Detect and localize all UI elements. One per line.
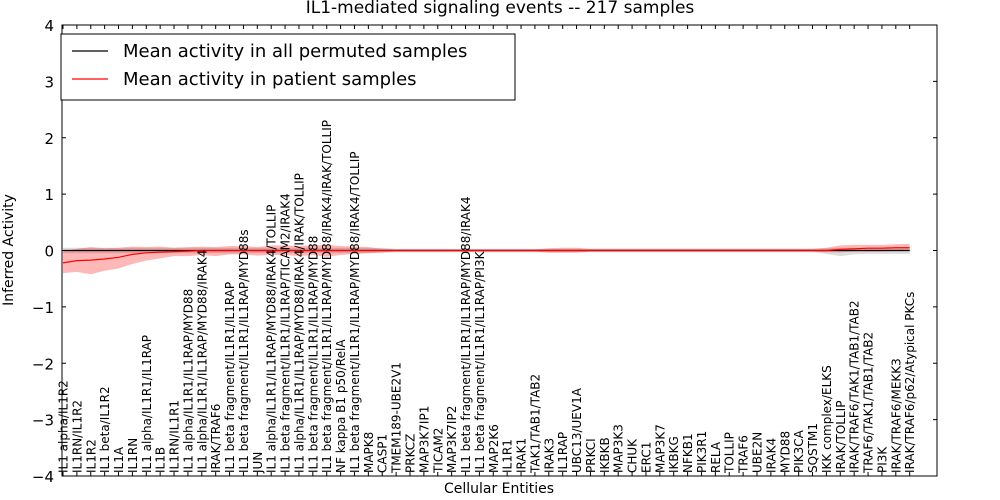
x-tick-label: TAK1/TAB1/TAB2 [528, 374, 542, 474]
x-tick-label: MAP3K7 [653, 424, 667, 473]
x-tick-label: TMEM189-UBE2V1 [390, 362, 404, 474]
x-tick-label: IKBKG [667, 436, 681, 473]
x-tick-label: IL1 beta/IL1R2 [98, 386, 112, 473]
x-tick-label: RELA [709, 441, 723, 473]
x-tick-label: TOLLIP [723, 432, 737, 474]
permuted-band [63, 247, 910, 257]
x-tick-label: IKBKB [598, 437, 612, 473]
x-tick-label: IL1 alpha/IL1R1/IL1RAP [140, 335, 154, 473]
patient-band [63, 243, 910, 275]
x-tick-label: TRAF6/TAK1/TAB1/TAB2 [862, 332, 876, 474]
x-tick-label: IL1 beta fragment/IL1R1/IL1RAP/MYD88/IRA… [459, 196, 473, 473]
x-tick-label: IL1 beta fragment/IL1R1/IL1RAP/MYD88s [237, 229, 251, 473]
x-tick-label: CHUK [626, 438, 640, 473]
x-tick-label: IL1 alpha/IL1R1/IL1RAP/MYD88/IRAK4/TOLLI… [265, 205, 279, 473]
x-tick-label: IL1B [154, 447, 168, 473]
x-tick-label: IRAK3 [542, 438, 556, 473]
x-tick-label: IRAK/TRAF6/MEKK3 [889, 358, 903, 473]
x-axis-label: Cellular Entities [444, 481, 554, 497]
y-tick-label: 2 [44, 130, 54, 148]
x-tick-label: IL1 beta fragment/IL1R1/IL1RAP/TICAM2/IR… [279, 193, 293, 473]
patient-mean-line [62, 247, 910, 264]
x-tick-label: UBC13/UEV1A [570, 387, 584, 473]
x-tick-label: ERC1 [640, 442, 654, 473]
x-tick-label: NF kappa B1 p50/RelA [334, 339, 348, 473]
x-tick-label: IL1 beta fragment/IL1R1/IL1RAP/MYD88/IRA… [348, 152, 362, 473]
x-tick-label: PIK3CA [792, 429, 806, 473]
x-tick-label: IL1A [112, 446, 126, 473]
x-tick-label: IL1R2 [84, 439, 98, 473]
y-tick-label: 0 [44, 243, 54, 261]
x-tick-label: NFKB1 [681, 433, 695, 473]
chart-title: IL1-mediated signaling events -- 217 sam… [306, 0, 695, 18]
x-tick-label: JUN [251, 452, 265, 474]
x-tick-label: IRAK/TOLLIP [834, 401, 848, 473]
x-tick-label: IRAK/TRAF6 [209, 404, 223, 473]
series-lines [62, 247, 910, 264]
x-tick-label: IL1 alpha/IL1R1/IL1RAP/MYD88/IRAK4/IRAK/… [293, 173, 307, 473]
legend-box [60, 33, 516, 101]
x-tick-label: CASP1 [376, 434, 390, 473]
x-tick-label: PRKCI [584, 438, 598, 473]
x-tick-label: MAP3K3 [612, 424, 626, 473]
x-tick-label: TRAF6 [737, 435, 751, 474]
x-tick-label: IL1RN [126, 438, 140, 473]
x-tick-label: MAP3K7IP2 [445, 406, 459, 473]
x-tick-label: IRAK/TRAF6/p62/Atypical PKCs [903, 292, 917, 473]
y-axis: −4 −3 −2 −1 0 1 2 3 4 [32, 17, 937, 486]
x-tick-label: IL1RN/IL1R2 [70, 400, 84, 473]
x-tick-label: IRAK/TRAF6/TAK1/TAB1/TAB2 [848, 300, 862, 473]
y-tick-label: −2 [32, 355, 54, 373]
x-tick-label: IL1 alpha/IL1R1/IL1RAP/MYD88/IRAK4 [195, 250, 209, 473]
confidence-bands [63, 243, 910, 275]
y-tick-label: −1 [32, 299, 54, 317]
x-tick-label: IL1R1 [501, 439, 515, 473]
x-axis: IL1 alpha/IL1R2 IL1RN/IL1R2 IL1R2 IL1 beta/… [57, 25, 917, 476]
y-tick-label: 3 [44, 73, 54, 91]
legend: Mean activity in all permuted samples Me… [60, 33, 516, 101]
y-axis-label: Inferred Activity [1, 194, 17, 306]
x-tick-label: MAPK8 [362, 432, 376, 473]
x-tick-label: PRKCZ [404, 434, 418, 473]
x-tick-label: TICAM2 [431, 428, 445, 474]
legend-label-permuted: Mean activity in all permuted samples [123, 41, 467, 62]
x-tick-label: IL1 beta fragment/IL1R1/IL1RAP [223, 282, 237, 473]
y-tick-label: −3 [32, 412, 54, 430]
x-tick-label: PIK3R1 [695, 431, 709, 473]
x-tick-label: SQSTM1 [806, 423, 820, 473]
x-tick-label: IL1 beta fragment/IL1R1/IL1RAP/PI3K [473, 250, 487, 473]
x-tick-label: MAP3K7IP1 [417, 406, 431, 473]
x-tick-label: IL1 alpha/IL1R2 [57, 380, 71, 473]
x-tick-label: IKK complex/ELKS [820, 365, 834, 473]
x-tick-label: MAP2K6 [487, 424, 501, 473]
x-tick-label: IL1RN/IL1R1 [168, 400, 182, 473]
x-tick-label: IL1 beta fragment/IL1R1/IL1RAP/MYD88/IRA… [320, 120, 334, 473]
x-tick-label: IL1 beta fragment/IL1R1/IL1RAP/MYD88 [306, 236, 320, 473]
y-tick-label: 4 [44, 17, 54, 35]
x-tick-label: UBE2N [751, 432, 765, 473]
x-tick-label: PI3K [875, 446, 889, 473]
x-tick-label: IL1 alpha/IL1R1/IL1RAP/MYD88 [181, 289, 195, 473]
x-tick-label: IL1RAP [556, 432, 570, 473]
y-tick-label: −4 [32, 468, 54, 486]
legend-label-patient: Mean activity in patient samples [123, 69, 417, 90]
x-tick-label: IRAK1 [515, 438, 529, 473]
x-tick-label: MYD88 [778, 431, 792, 473]
y-tick-label: 1 [44, 186, 54, 204]
x-tick-label: IRAK4 [764, 438, 778, 473]
